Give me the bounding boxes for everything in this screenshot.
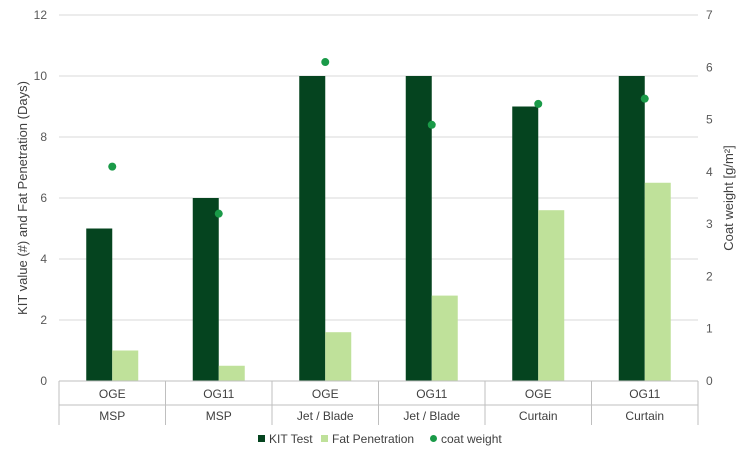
category-group-label: Jet / Blade bbox=[297, 409, 354, 423]
category-label: OG11 bbox=[203, 387, 234, 401]
bar-marks bbox=[86, 76, 671, 381]
right-axis-ticks: 0 1 2 3 4 5 6 7 bbox=[706, 8, 713, 388]
bar-kit-test-1 bbox=[192, 198, 219, 381]
left-tick-label: 4 bbox=[40, 252, 47, 266]
legend-label-fat-penetration: Fat Penetration bbox=[332, 432, 414, 446]
coat-weight-point-4 bbox=[534, 99, 543, 108]
category-label: OGE bbox=[525, 387, 552, 401]
bar-fat-penetration-4 bbox=[538, 210, 565, 381]
category-axis: OGE MSP OG11 MSP OGE Jet / Blade OG11 Jet / Bla… bbox=[58, 380, 699, 425]
bar-kit-test-5 bbox=[618, 76, 645, 381]
legend-label-kit-test: KIT Test bbox=[269, 432, 313, 446]
bar-kit-test-4 bbox=[512, 106, 539, 381]
left-tick-label: 12 bbox=[34, 8, 48, 22]
bar-fat-penetration-2 bbox=[325, 332, 352, 381]
legend: KIT Test Fat Penetration coat weight bbox=[258, 432, 502, 446]
right-tick-label: 2 bbox=[706, 269, 713, 283]
left-tick-label: 0 bbox=[40, 374, 47, 388]
bar-kit-test-0 bbox=[86, 228, 113, 381]
right-tick-label: 6 bbox=[706, 60, 713, 74]
coat-weight-point-3 bbox=[427, 120, 436, 129]
left-tick-label: 10 bbox=[34, 69, 48, 83]
bar-kit-test-3 bbox=[405, 76, 432, 381]
right-tick-label: 5 bbox=[706, 113, 713, 127]
left-tick-label: 2 bbox=[40, 313, 47, 327]
category-label: OGE bbox=[312, 387, 339, 401]
right-tick-label: 7 bbox=[706, 8, 713, 22]
left-tick-label: 6 bbox=[40, 191, 47, 205]
right-tick-label: 4 bbox=[706, 165, 713, 179]
bar-fat-penetration-5 bbox=[644, 182, 671, 381]
legend-swatch-kit-test bbox=[258, 435, 265, 442]
bar-kit-test-2 bbox=[299, 76, 326, 381]
category-group-label: Curtain bbox=[625, 409, 664, 423]
left-tick-label: 8 bbox=[40, 130, 47, 144]
coat-weight-point-5 bbox=[640, 94, 649, 103]
coat-weight-point-0 bbox=[108, 162, 117, 171]
legend-swatch-coat-weight bbox=[430, 435, 437, 442]
right-tick-label: 1 bbox=[706, 322, 713, 336]
category-label: OG11 bbox=[416, 387, 447, 401]
right-tick-label: 0 bbox=[706, 374, 713, 388]
bar-fat-penetration-0 bbox=[112, 350, 139, 381]
category-group-label: Jet / Blade bbox=[403, 409, 460, 423]
left-axis-title: KIT value (#) and Fat Penetration (Days) bbox=[15, 81, 30, 315]
right-tick-label: 3 bbox=[706, 217, 713, 231]
legend-label-coat-weight: coat weight bbox=[441, 432, 502, 446]
category-label: OGE bbox=[99, 387, 126, 401]
right-axis-title: Coat weight [g/m²] bbox=[721, 145, 736, 251]
category-label: OG11 bbox=[629, 387, 660, 401]
gridlines bbox=[59, 14, 698, 321]
category-group-label: Curtain bbox=[519, 409, 558, 423]
category-group-label: MSP bbox=[99, 409, 125, 423]
left-axis-ticks: 0 2 4 6 8 10 12 bbox=[34, 8, 48, 388]
coat-weight-point-2 bbox=[321, 58, 330, 67]
bar-fat-penetration-1 bbox=[218, 365, 245, 381]
legend-swatch-fat-penetration bbox=[321, 435, 328, 442]
coat-weight-point-1 bbox=[214, 209, 223, 218]
category-group-label: MSP bbox=[206, 409, 232, 423]
bar-fat-penetration-3 bbox=[431, 295, 458, 381]
coat-weight-points bbox=[108, 58, 649, 218]
